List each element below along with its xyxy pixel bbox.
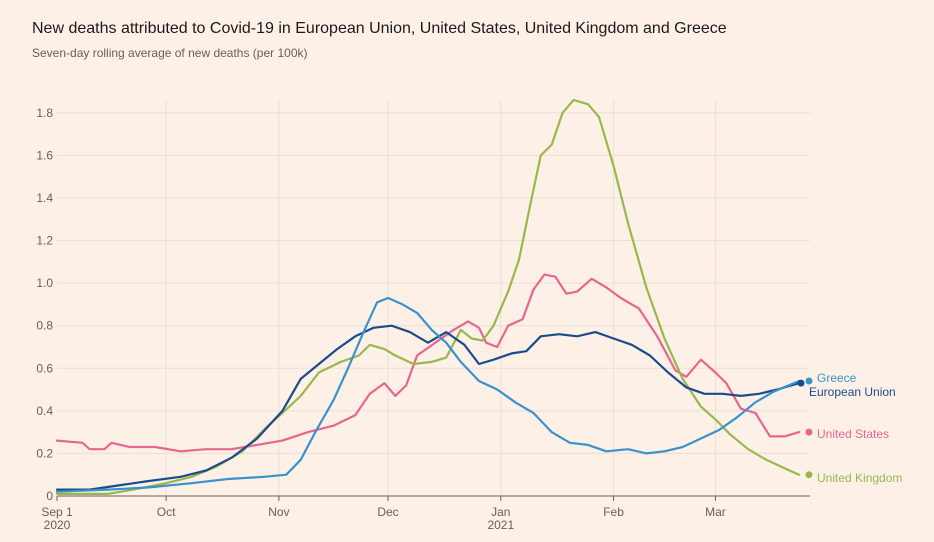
- series-line-united-kingdom: [55, 98, 801, 495]
- y-tick-label: 0: [46, 489, 53, 503]
- end-label-european-union: European Union: [809, 385, 896, 399]
- y-tick-label: 0.4: [36, 404, 53, 418]
- x-tick-label: Sep 1: [41, 505, 73, 519]
- end-dot-united-kingdom: [805, 471, 813, 479]
- series-line-greece: [55, 296, 801, 493]
- y-tick-label: 0.8: [36, 319, 53, 333]
- series-line-united-states: [55, 273, 801, 453]
- x-tick-label: Nov: [268, 505, 289, 519]
- end-label-united-states: United States: [817, 427, 889, 441]
- x-tick-label: Mar: [705, 505, 726, 519]
- gridlines: [57, 100, 810, 496]
- y-tick-label: 1.8: [36, 106, 53, 120]
- y-tick-label: 1.0: [36, 276, 53, 290]
- chart-title: New deaths attributed to Covid-19 in Eur…: [32, 20, 727, 37]
- x-tick-label: Jan: [491, 505, 510, 519]
- end-label-greece: Greece: [817, 371, 857, 385]
- end-label-united-kingdom: United Kingdom: [817, 471, 902, 485]
- end-dot-greece: [805, 377, 813, 385]
- end-dot-united-states: [805, 428, 813, 436]
- y-tick-label: 1.2: [36, 234, 53, 248]
- y-tick-label: 1.6: [36, 148, 53, 162]
- chart-subtitle: Seven-day rolling average of new deaths …: [32, 46, 308, 60]
- x-tick-label: Feb: [603, 505, 624, 519]
- x-tick-sublabel: 2021: [487, 518, 514, 532]
- y-tick-label: 1.4: [36, 191, 53, 205]
- end-dot-european-union: [797, 379, 805, 387]
- x-tick-label: Dec: [377, 505, 398, 519]
- x-tick-sublabel: 2020: [44, 518, 71, 532]
- y-tick-label: 0.2: [36, 446, 53, 460]
- series-lines: [55, 98, 801, 495]
- x-tick-label: Oct: [157, 505, 176, 519]
- y-tick-label: 0.6: [36, 361, 53, 375]
- series-line-european-union: [55, 324, 801, 491]
